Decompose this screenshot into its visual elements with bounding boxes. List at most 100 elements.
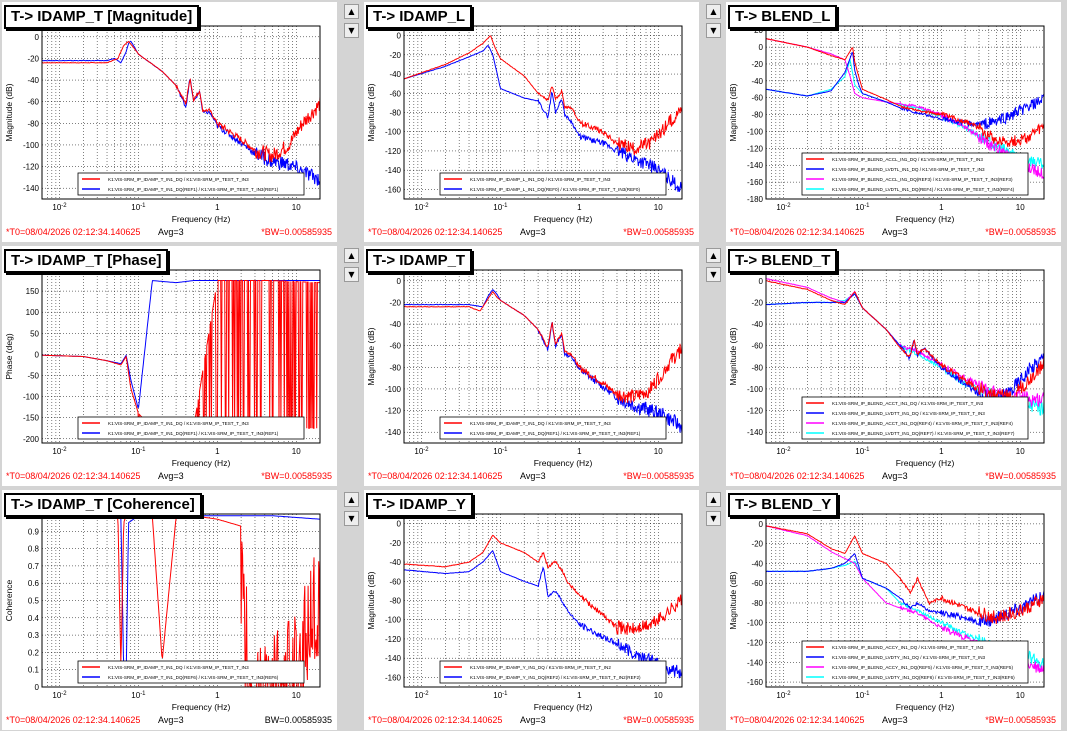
plot-svg: -200-150-100-5005010015020010-210-1110Fr… (4, 266, 321, 468)
plot-pad[interactable]: -180 -160 -140 -120 -100 -80 -60 -40 -20 0 20 10-2 1… (726, 2, 1061, 242)
y-axis-label: Magnitude (dB) (728, 327, 738, 385)
x-tick-label: 1 (939, 691, 944, 700)
legend-entry: K1:VIS-SRM_IP_BLEND_LVDTY_IN1_DQ / K1:VI… (832, 655, 986, 660)
y-tick-label: 150 (26, 287, 40, 296)
y-tick-label: -100 (747, 619, 764, 628)
x-axis-label: Frequency (Hz) (172, 702, 231, 712)
plot-frame (765, 269, 1045, 444)
plot-frame (403, 25, 683, 200)
y-tick-label: -160 (385, 673, 402, 682)
legend-entry: K1:VIS-SRM_IP_BLEND_ACCT_IN1_DQ / K1:VIS… (832, 401, 984, 406)
pad-up-arrow-button[interactable]: ▲ (706, 492, 721, 507)
y-tick-label: -40 (389, 558, 401, 567)
y-tick-label: -60 (389, 342, 401, 351)
series-line-red (766, 38, 1044, 147)
x-tick-label: 1 (577, 203, 582, 212)
pad-up-arrow-button[interactable]: ▲ (706, 4, 721, 19)
y-axis-label: Magnitude (dB) (366, 83, 376, 141)
bandwidth-value: *BW=0.00585935 (985, 227, 1056, 237)
y-tick-label: 100 (26, 308, 40, 317)
y-tick-label: -20 (389, 298, 401, 307)
y-tick-label: 0 (35, 33, 40, 42)
pad-down-arrow-button[interactable]: ▼ (706, 267, 721, 282)
pad-down-arrow-button[interactable]: ▼ (706, 511, 721, 526)
plot-pad[interactable]: -140 -120 -100 -80 -60 -40 -20 0 10-2 10-1 1 10 Freq… (726, 246, 1061, 486)
legend-entry: K1:VIS-SRM_IP_IDAMP_L_IN1_DQ / K1:VIS-SR… (470, 177, 611, 182)
pad-up-arrow-button[interactable]: ▲ (344, 4, 359, 19)
pad-title: T-> IDAMP_Y (366, 493, 473, 517)
x-tick-label: 1 (215, 447, 220, 456)
legend-entry: K1:VIS-SRM_IP_BLEND_LVDTT_IN1_DQ / K1:VI… (832, 411, 985, 416)
x-tick-label: 1 (939, 203, 944, 212)
x-tick-label: 10-1 (855, 203, 870, 212)
y-tick-label: 0 (759, 520, 764, 529)
pad-status-bar: *T0=08/04/2026 02:12:34.140625 Avg=3 *BW=0… (6, 227, 332, 239)
legend-entry: K1:VIS-SRM_IP_IDAMP_T_IN1_DQ / K1:VIS-SR… (108, 177, 249, 182)
legend-entry: K1:VIS-SRM_IP_IDAMP_T_IN1_DQ / K1:VIS-SR… (108, 421, 249, 426)
plot-frame (765, 25, 1045, 200)
pad-up-arrow-button[interactable]: ▲ (706, 248, 721, 263)
plot-pad[interactable]: -200-150-100-5005010015020010-210-1110Fr… (2, 246, 337, 486)
legend-box: K1:VIS-SRM_IP_BLEND_ACCL_IN1_DQ / K1:VIS… (801, 152, 1029, 196)
pad-down-arrow-button[interactable]: ▼ (344, 23, 359, 38)
legend-entry: K1:VIS-SRM_IP_BLEND_LVDTY_IN1_DQ(REF6) /… (832, 675, 1015, 680)
y-tick-label: -60 (751, 342, 763, 351)
legend-entry: K1:VIS-SRM_IP_IDAMP_L_IN1_DQ(REF0) / K1:… (470, 187, 640, 192)
y-tick-label: -40 (751, 320, 763, 329)
bandwidth-value: *BW=0.00585935 (985, 471, 1056, 481)
y-tick-label: 0.6 (28, 579, 40, 588)
series-line-red (404, 35, 682, 155)
y-tick-label: 20 (754, 26, 763, 35)
x-tick-label: 10 (292, 203, 301, 212)
pad-up-arrow-button[interactable]: ▲ (344, 492, 359, 507)
legend-entry: K1:VIS-SRM_IP_IDAMP_T_IN1_DQ / K1:VIS-SR… (108, 665, 249, 670)
series-line-red (404, 291, 682, 404)
plot-pad[interactable]: -160 -140 -120 -100 -80 -60 -40 -20 0 10-2 10-1 1 10… (726, 490, 1061, 730)
bandwidth-value: *BW=0.00585935 (623, 715, 694, 725)
legend-entry: K1:VIS-SRM_IP_IDAMP_Y_IN1_DQ(REF2) / K1:… (470, 675, 641, 680)
averages-count: Avg=3 (882, 471, 908, 481)
pad-up-arrow-button[interactable]: ▲ (344, 248, 359, 263)
x-tick-label: 10 (654, 691, 663, 700)
y-tick-label: 0 (397, 520, 402, 529)
plot-pad[interactable]: -160 -140 -120 -100 -80 -60 -40 -20 0 10-2 10-1 1 10… (364, 490, 699, 730)
y-tick-label: -60 (27, 98, 39, 107)
plot-pad[interactable]: -140 -120 -100 -80 -60 -40 -20 0 10-2 10-1 1 10 Freq… (364, 246, 699, 486)
x-tick-label: 10-1 (131, 447, 146, 456)
y-tick-label: -140 (385, 428, 402, 437)
plot-pad[interactable]: -140 -120 -100 -80 -60 -40 -20 0 10-2 10-1 1 10 Freq… (2, 2, 337, 242)
series-line-red (42, 41, 320, 163)
x-axis-label: Frequency (Hz) (896, 458, 955, 468)
pad-down-arrow-button[interactable]: ▼ (344, 511, 359, 526)
y-tick-label: -20 (751, 298, 763, 307)
pad-status-bar: *T0=08/04/2026 02:12:34.140625 Avg=3 *BW=0… (730, 471, 1056, 483)
pad-status-bar: *T0=08/04/2026 02:12:34.140625 Avg=3 *BW=0… (368, 471, 694, 483)
y-tick-label: -20 (751, 60, 763, 69)
x-axis-label: Frequency (Hz) (896, 702, 955, 712)
y-tick-label: 0 (759, 277, 764, 286)
plot-svg: 00.10.20.30.40.50.60.70.80.9110-210-1110… (4, 510, 321, 712)
plot-pad[interactable]: -160 -140 -120 -100 -80 -60 -40 -20 0 10-2 10-1 1 10… (364, 2, 699, 242)
y-tick-label: -80 (389, 109, 401, 118)
pad-title: T-> IDAMP_T [Phase] (4, 249, 169, 273)
y-tick-label: 0.3 (28, 631, 40, 640)
pad-down-arrow-button[interactable]: ▼ (344, 267, 359, 282)
y-tick-label: 0.5 (28, 597, 40, 606)
y-tick-label: -100 (385, 128, 402, 137)
t0-timestamp: *T0=08/04/2026 02:12:34.140625 (368, 471, 503, 481)
legend-entry: K1:VIS-SRM_IP_BLEND_LVDTT_IN1_DQ(REF7) /… (832, 431, 1015, 436)
pad-down-arrow-button[interactable]: ▼ (706, 23, 721, 38)
legend-entry: K1:VIS-SRM_IP_BLEND_LVDTL_IN1_DQ(REF4) /… (832, 187, 1015, 192)
y-tick-label: -140 (747, 428, 764, 437)
pad-title: T-> IDAMP_T (366, 249, 473, 273)
pad-nav-arrows: ▲ ▼ (344, 4, 360, 42)
y-axis-label: Magnitude (dB) (728, 83, 738, 141)
t0-timestamp: *T0=08/04/2026 02:12:34.140625 (368, 227, 503, 237)
legend-entry: K1:VIS-SRM_IP_BLEND_ACCL_IN1_DQ / K1:VIS… (832, 157, 983, 162)
bandwidth-value: *BW=0.00585935 (623, 471, 694, 481)
x-tick-label: 10-1 (493, 447, 508, 456)
plot-pad[interactable]: 00.10.20.30.40.50.60.70.80.9110-210-1110… (2, 490, 337, 730)
y-tick-label: -20 (27, 54, 39, 63)
pad-status-bar: *T0=08/04/2026 02:12:34.140625 Avg=3 *BW=0… (6, 471, 332, 483)
y-tick-label: -200 (23, 435, 40, 444)
